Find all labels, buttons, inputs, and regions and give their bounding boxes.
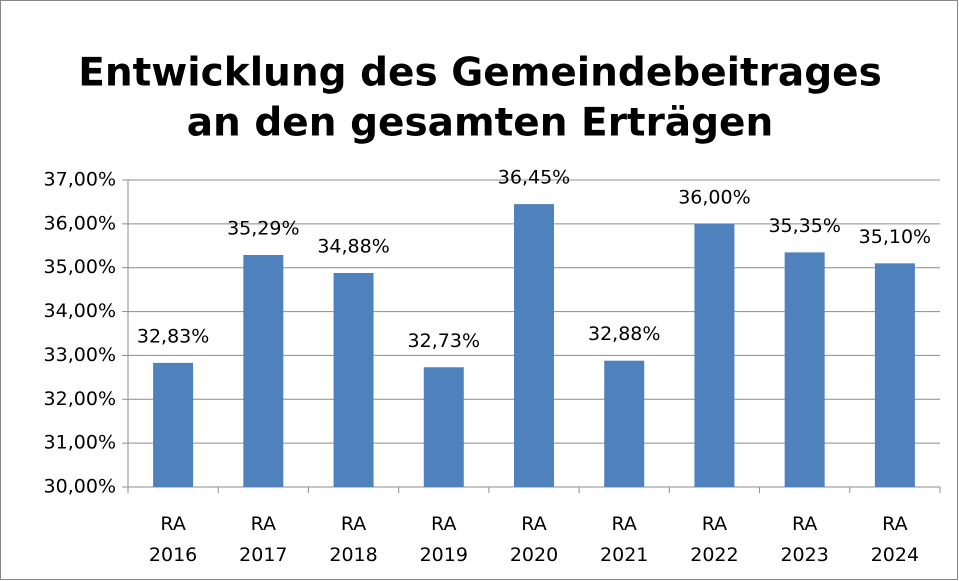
bar bbox=[604, 360, 645, 487]
data-label: 34,88% bbox=[317, 235, 389, 257]
y-tick-label: 31,00% bbox=[44, 432, 116, 454]
bar bbox=[243, 254, 284, 487]
data-label: 32,83% bbox=[137, 325, 209, 347]
data-label: 32,88% bbox=[588, 323, 660, 345]
y-tick-label: 36,00% bbox=[44, 212, 116, 234]
bar bbox=[423, 367, 464, 487]
bar bbox=[874, 263, 915, 487]
y-tick-label: 32,00% bbox=[44, 388, 116, 410]
bar bbox=[694, 223, 735, 487]
data-label: 35,35% bbox=[768, 215, 840, 237]
bar bbox=[514, 204, 554, 487]
bar bbox=[784, 252, 825, 487]
x-tick-label: RA 2024 bbox=[870, 513, 920, 566]
bar bbox=[153, 362, 194, 487]
x-tick-label: RA 2016 bbox=[148, 513, 198, 566]
x-tick-label: RA 2020 bbox=[509, 513, 559, 566]
x-tick-label: RA 2021 bbox=[600, 513, 649, 566]
chart-title: Entwicklung des Gemeindebeitrages bbox=[78, 51, 882, 96]
y-tick-label: 37,00% bbox=[44, 169, 116, 191]
y-tick-label: 33,00% bbox=[44, 344, 116, 366]
y-tick-label: 30,00% bbox=[44, 476, 116, 498]
x-tick-label: RA 2023 bbox=[780, 513, 829, 566]
y-tick-label: 34,00% bbox=[44, 300, 116, 322]
x-tick-label: RA 2022 bbox=[690, 513, 739, 566]
x-tick-label: RA 2019 bbox=[419, 513, 468, 566]
data-label: 35,29% bbox=[227, 217, 299, 239]
data-label: 36,45% bbox=[498, 167, 570, 189]
data-label: 32,73% bbox=[408, 330, 480, 352]
x-tick-label: RA 2017 bbox=[239, 513, 288, 566]
y-tick-label: 35,00% bbox=[44, 256, 116, 278]
bar bbox=[333, 272, 374, 487]
x-tick-label: RA 2018 bbox=[329, 513, 378, 566]
data-label: 35,10% bbox=[859, 226, 931, 248]
chart-title: an den gesamten Erträgen bbox=[187, 101, 774, 146]
data-label: 36,00% bbox=[678, 186, 750, 208]
